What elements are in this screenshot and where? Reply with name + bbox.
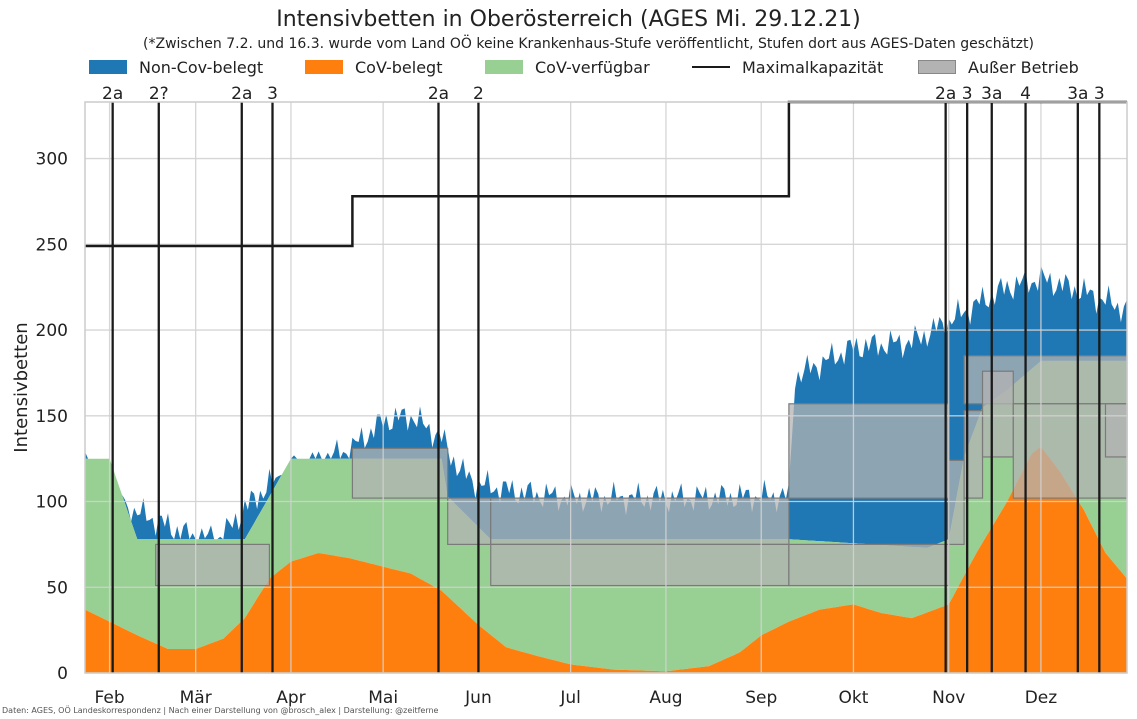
ausser-band-6 bbox=[788, 543, 950, 587]
x-tick-label-6: Aug bbox=[649, 688, 682, 708]
legend-swatch-maxcap bbox=[692, 66, 730, 68]
x-tick-label-4: Jun bbox=[464, 688, 492, 708]
y-tick-label-0: 0 bbox=[57, 664, 68, 684]
y-tick-label-2: 100 bbox=[36, 493, 68, 513]
ausser-band-0 bbox=[155, 543, 271, 587]
stage-label-11: 3 bbox=[1094, 84, 1105, 104]
legend-item-ausser: Außer Betrieb bbox=[918, 56, 1079, 78]
stage-label-3: 3 bbox=[267, 84, 278, 104]
stage-label-5: 2 bbox=[473, 84, 484, 104]
x-tick-label-3: Mai bbox=[368, 688, 398, 708]
chart-title: Intensivbetten in Oberösterreich (AGES M… bbox=[276, 7, 861, 32]
legend-item-noncov: Non-Cov-belegt bbox=[89, 56, 263, 78]
legend-swatch-noncov bbox=[89, 60, 127, 74]
series-area-cov bbox=[85, 446, 1127, 673]
legend-item-maxcap: Maximalkapazität bbox=[692, 56, 883, 78]
x-tick-label-0: Feb bbox=[95, 688, 125, 708]
stage-label-9: 4 bbox=[1020, 84, 1031, 104]
legend-swatch-ausser bbox=[918, 60, 956, 74]
legend-label-cov: CoV-belegt bbox=[355, 57, 443, 77]
stage-label-8: 3a bbox=[981, 84, 1002, 104]
y-tick-label-4: 200 bbox=[36, 321, 68, 341]
x-tick-label-1: Mär bbox=[180, 688, 212, 708]
plot-frame bbox=[84, 101, 1128, 674]
legend-swatch-cov bbox=[305, 60, 343, 74]
stage-label-4: 2a bbox=[428, 84, 449, 104]
ausser-band-7 bbox=[948, 459, 965, 545]
ausser-band-3 bbox=[490, 497, 790, 545]
stage-label-2: 2a bbox=[231, 84, 252, 104]
legend-label-maxcap: Maximalkapazität bbox=[742, 57, 884, 77]
x-tick-label-5: Jul bbox=[559, 688, 581, 708]
x-tick-label-2: Apr bbox=[276, 688, 305, 708]
legend-item-covfree: CoV-verfügbar bbox=[485, 56, 650, 78]
y-tick-label-6: 300 bbox=[36, 150, 68, 170]
stage-label-7: 3 bbox=[962, 84, 973, 104]
chart-legend: Non-Cov-belegt CoV-belegt CoV-verfügbar … bbox=[85, 56, 1125, 78]
ausser-band-1 bbox=[351, 447, 449, 499]
ausser-band-2 bbox=[447, 497, 492, 545]
stage-label-10: 3a bbox=[1067, 84, 1088, 104]
ausser-band-5 bbox=[788, 403, 950, 499]
x-tick-label-10: Dez bbox=[1025, 688, 1058, 708]
stage-label-6: 2a bbox=[935, 84, 956, 104]
legend-label-covfree: CoV-verfügbar bbox=[535, 57, 650, 77]
series-area-covfree bbox=[85, 360, 1127, 672]
legend-swatch-covfree bbox=[485, 60, 523, 74]
legend-item-cov: CoV-belegt bbox=[305, 56, 442, 78]
legend-label-noncov: Non-Cov-belegt bbox=[139, 57, 264, 77]
ausser-band-4 bbox=[490, 543, 790, 587]
legend-label-ausser: Außer Betrieb bbox=[968, 57, 1079, 77]
x-tick-label-9: Nov bbox=[932, 688, 965, 708]
chart-subtitle: (*Zwischen 7.2. und 16.3. wurde vom Land… bbox=[143, 36, 1034, 52]
capacity-mask bbox=[85, 102, 1127, 246]
y-tick-label-5: 250 bbox=[36, 235, 68, 255]
y-axis-label: Intensivbetten bbox=[11, 322, 32, 452]
stage-label-0: 2a bbox=[102, 84, 123, 104]
ausser-band-10 bbox=[981, 370, 1014, 458]
source-note: Daten: AGES, OÖ Landeskorrespondenz | Na… bbox=[2, 706, 439, 715]
stage-label-1: 2? bbox=[149, 84, 169, 104]
ausser-band-12 bbox=[1104, 403, 1128, 458]
y-tick-label-1: 50 bbox=[46, 578, 68, 598]
y-tick-label-3: 150 bbox=[36, 407, 68, 427]
x-tick-label-7: Sep bbox=[745, 688, 777, 708]
x-tick-label-8: Okt bbox=[838, 688, 868, 708]
